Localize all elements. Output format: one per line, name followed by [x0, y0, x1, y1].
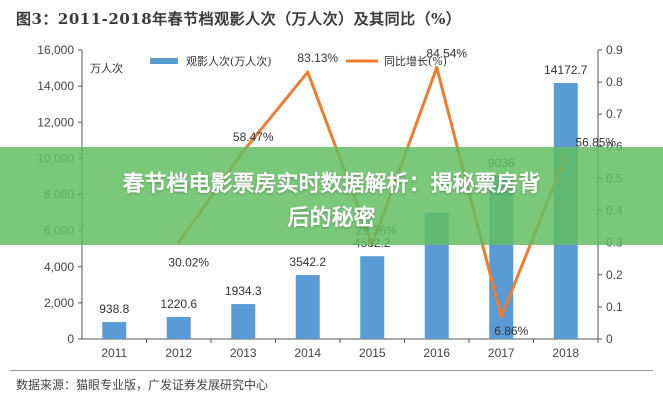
source-divider [10, 370, 653, 371]
line-value-label: 6.86% [494, 324, 528, 338]
line-value-label: 83.13% [297, 51, 338, 65]
bar-value-label: 1934.3 [225, 284, 262, 298]
overlay-banner [0, 147, 663, 245]
y-right-tick-label: 0.9 [606, 43, 623, 57]
line-value-label: 84.54% [426, 47, 467, 61]
line-value-label: 56.85% [575, 135, 616, 149]
x-tick-label: 2013 [230, 346, 257, 360]
y-left-tick-label: 14,000 [37, 79, 74, 93]
y-left-tick-label: 2,000 [44, 296, 74, 310]
x-tick-label: 2011 [101, 346, 127, 360]
legend: 观影人次(万人次) 同比增长(%) [150, 54, 447, 68]
y-right-tick-label: 0.8 [606, 75, 623, 89]
y-left-unit-label: 万人次 [90, 61, 123, 75]
x-tick-label: 2015 [359, 346, 386, 360]
x-tick-label: 2014 [294, 346, 321, 360]
line-value-label: 58.47% [233, 130, 274, 144]
legend-line-label: 同比增长(%) [384, 54, 447, 68]
y-right-tick-label: 0.7 [606, 107, 623, 121]
source-note: 数据来源：猫眼专业版，广发证券发展研究中心 [16, 378, 269, 392]
banner-headline: 春节档电影票房实时数据解析：揭秘票房背 后的秘密 [122, 172, 541, 231]
bar-value-label: 3542.2 [289, 255, 326, 269]
x-tick-label: 2012 [165, 346, 192, 360]
bar [102, 322, 127, 339]
bar [166, 316, 191, 339]
bar [295, 275, 320, 339]
figure-title: 图3：2011-2018年春节档观影人次（万人次）及其同比（%） [16, 10, 462, 28]
line-point [499, 315, 503, 319]
legend-bar-swatch [150, 58, 178, 64]
y-left-tick-label: 0 [67, 332, 74, 346]
line-value-label: 30.02% [168, 256, 209, 270]
bar-value-label: 938.8 [99, 302, 129, 316]
bar [231, 304, 256, 339]
y-right-tick-label: 0.2 [606, 268, 623, 282]
line-point [306, 70, 310, 74]
bar-value-label: 1220.6 [160, 297, 197, 311]
y-left-tick-label: 12,000 [37, 115, 74, 129]
legend-bar-label: 观影人次(万人次) [186, 54, 272, 68]
bar-value-label: 14172.7 [544, 63, 588, 77]
y-left-tick-label: 16,000 [37, 43, 74, 57]
x-tick-label: 2017 [488, 346, 515, 360]
y-right-tick-label: 0.1 [606, 300, 623, 314]
x-tick-label: 2018 [552, 346, 579, 360]
y-left-tick-label: 4,000 [44, 260, 74, 274]
bar [360, 256, 385, 339]
x-tick-label: 2016 [423, 346, 450, 360]
line-point [435, 66, 439, 70]
y-right-tick-label: 0 [606, 332, 613, 346]
